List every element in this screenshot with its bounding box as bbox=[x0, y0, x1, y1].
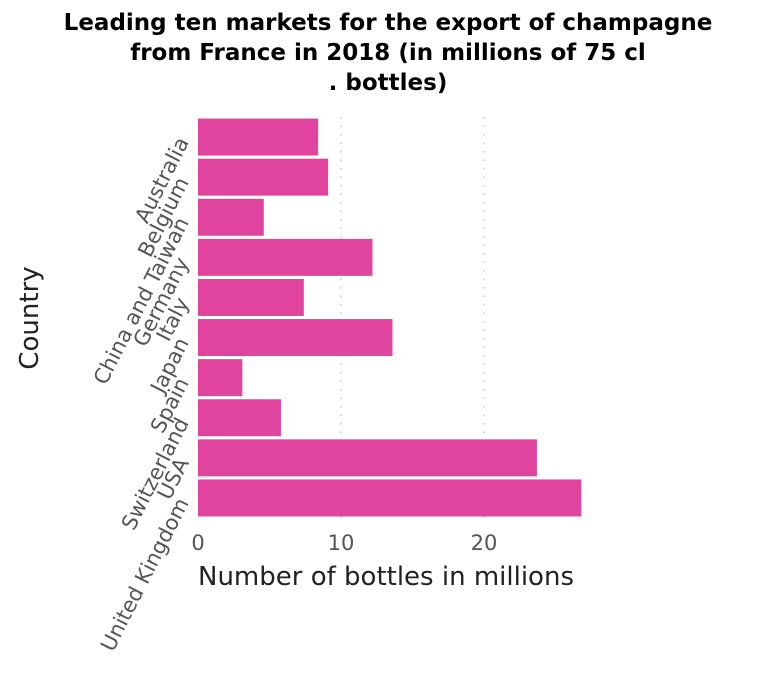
bar-belgium bbox=[198, 158, 329, 196]
bar-spain bbox=[198, 359, 243, 397]
x-tick-labels: 0 10 20 bbox=[191, 531, 497, 555]
bars bbox=[198, 118, 582, 517]
bar-japan bbox=[198, 319, 393, 357]
bar-united-kingdom bbox=[198, 479, 582, 517]
x-tick-label: 0 bbox=[191, 531, 204, 555]
chart-title-line-1: Leading ten markets for the export of ch… bbox=[64, 10, 713, 36]
bar-usa bbox=[198, 439, 537, 477]
chart-title-line-2: from France in 2018 (in millions of 75 c… bbox=[130, 40, 646, 66]
chart-title-line-3: . bottles) bbox=[329, 70, 448, 96]
chart-title: Leading ten markets for the export of ch… bbox=[64, 10, 713, 96]
bar-china-and-taiwan bbox=[198, 198, 264, 236]
x-tick-label: 20 bbox=[471, 531, 498, 555]
bar-australia bbox=[198, 118, 319, 156]
x-tick-label: 10 bbox=[328, 531, 355, 555]
x-axis-title: Number of bottles in millions bbox=[198, 562, 574, 592]
y-axis-title: Country bbox=[15, 266, 45, 369]
bar-germany bbox=[198, 238, 373, 276]
bar-switzerland bbox=[198, 399, 281, 437]
bar-italy bbox=[198, 278, 304, 316]
